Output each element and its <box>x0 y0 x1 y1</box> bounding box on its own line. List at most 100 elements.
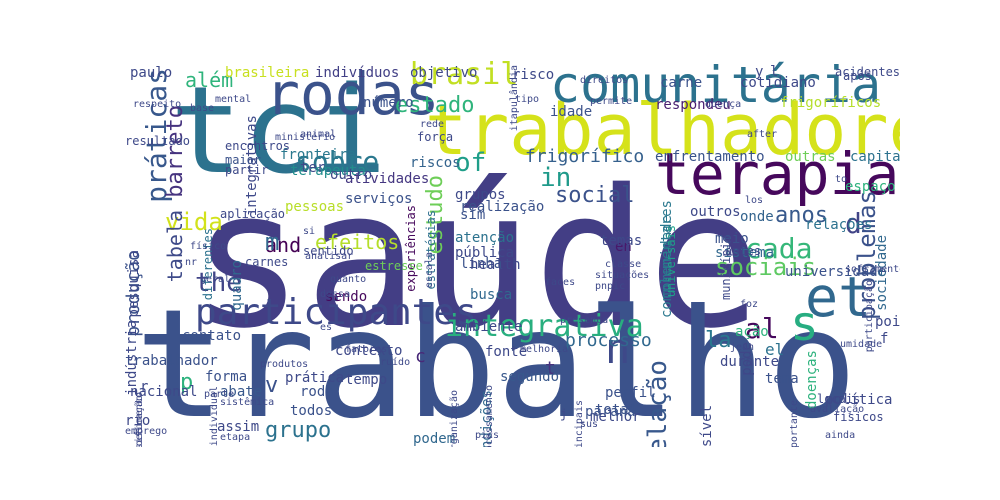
word-46: el <box>765 340 785 359</box>
word-132: resultado <box>125 134 191 148</box>
word-111: indústria <box>125 320 140 396</box>
word-13: n <box>605 324 631 373</box>
word-36: frigorífico <box>525 146 645 167</box>
word-cloud: saúdetrabalhotcitrabalhadorescomunitária… <box>125 60 900 447</box>
word-15: the <box>195 268 242 298</box>
word-188: avaliação <box>810 404 865 415</box>
word-16: social <box>555 183 635 208</box>
word-167: classe <box>605 259 642 270</box>
word-140: ministério <box>275 132 336 143</box>
word-194: individual <box>209 386 220 447</box>
word-17: sociais <box>715 253 817 281</box>
word-87: pública <box>455 245 515 261</box>
word-52: fronteira <box>280 147 356 163</box>
word-57: riscos <box>410 155 461 171</box>
word-129: política <box>825 392 893 408</box>
word-53: terapeuta <box>290 163 366 179</box>
word-181: foz <box>740 299 759 310</box>
word-109: todos <box>290 403 333 419</box>
word-63: indivíduos <box>315 65 400 81</box>
word-196: r <box>140 379 149 395</box>
word-180: los <box>745 195 764 206</box>
word-106: roda <box>300 384 334 400</box>
word-156: sistêmica <box>220 397 275 408</box>
word-80: universidade <box>785 264 887 280</box>
word-95: maior <box>225 153 262 167</box>
word-136: estresse <box>365 259 423 273</box>
word-169: rede <box>420 119 445 130</box>
word-2: trabalho <box>135 278 858 447</box>
word-146: sentido <box>303 244 354 258</box>
word-161: pics <box>475 430 500 441</box>
word-103: forma <box>205 369 248 385</box>
word-73: capital <box>850 149 900 165</box>
word-185: umidade <box>840 339 883 350</box>
word-116: melhor <box>590 409 641 425</box>
word-51: experiências <box>404 205 418 292</box>
word-131: locais <box>817 392 861 406</box>
word-171: permite <box>590 96 633 107</box>
word-182: melhoria <box>520 344 569 355</box>
word-74: espaço <box>845 179 896 195</box>
word-122: paraná <box>585 404 636 420</box>
word-162: ainda <box>825 430 856 441</box>
word-117: podem <box>413 431 456 447</box>
word-76: onde <box>740 209 774 225</box>
word-66: carne <box>660 75 703 91</box>
word-89: busca <box>470 287 513 303</box>
word-143: nr <box>185 257 198 268</box>
word-79: sistema <box>715 245 775 261</box>
word-34: efeitos <box>315 230 400 254</box>
word-144: físico <box>190 241 227 252</box>
word-172: direitos <box>580 75 629 86</box>
word-112: segundo <box>500 369 560 385</box>
word-90: realização <box>460 199 545 215</box>
word-75: relações <box>805 217 873 233</box>
word-97: força <box>417 130 454 144</box>
word-137: encontros <box>225 139 291 153</box>
word-54: pessoas <box>285 199 345 215</box>
word-22: cada <box>745 232 813 265</box>
word-71: acidentes <box>835 65 900 79</box>
word-148: geral <box>200 274 231 285</box>
word-165: pnpic <box>595 281 626 292</box>
word-83: temas <box>600 233 643 249</box>
word-20: of <box>455 148 487 178</box>
word-166: situações <box>595 270 650 281</box>
word-101: contexto <box>335 343 403 359</box>
word-43: c <box>415 346 426 367</box>
word-176: após <box>843 69 872 83</box>
word-33: and <box>265 233 302 257</box>
word-70: cotidiano <box>740 75 816 91</box>
word-145: si <box>303 226 316 237</box>
word-190: principais <box>574 400 585 447</box>
word-59: respondeu <box>655 97 731 113</box>
word-128: ação <box>735 324 769 340</box>
word-186: sofrimento <box>845 264 900 275</box>
word-151: es <box>320 322 333 333</box>
word-72: outras <box>785 149 836 165</box>
word-184: jean <box>730 342 755 353</box>
word-163: j <box>560 407 568 421</box>
word-62: objetivo <box>410 65 478 81</box>
word-104: abate <box>220 384 263 400</box>
word-98: contato <box>182 328 242 344</box>
word-121: tema <box>765 371 799 387</box>
word-150: analisar <box>305 251 354 262</box>
word-82: universais <box>664 225 678 298</box>
word-67: risco <box>512 67 555 83</box>
word-23: anos <box>775 203 828 228</box>
word-147: quanto <box>330 274 367 285</box>
word-65: paulo <box>130 65 173 81</box>
word-178: l <box>770 64 779 80</box>
word-192: organização <box>449 390 460 447</box>
word-134: carnes <box>245 255 289 269</box>
word-68: número <box>363 95 414 111</box>
word-123: possível <box>699 405 715 447</box>
word-170: tipo <box>515 94 540 105</box>
word-77: outros <box>690 204 741 220</box>
word-135: aplicação <box>220 207 286 221</box>
word-127: pois <box>875 314 900 330</box>
word-99: quadro <box>229 260 245 311</box>
word-61: idade <box>550 104 593 120</box>
